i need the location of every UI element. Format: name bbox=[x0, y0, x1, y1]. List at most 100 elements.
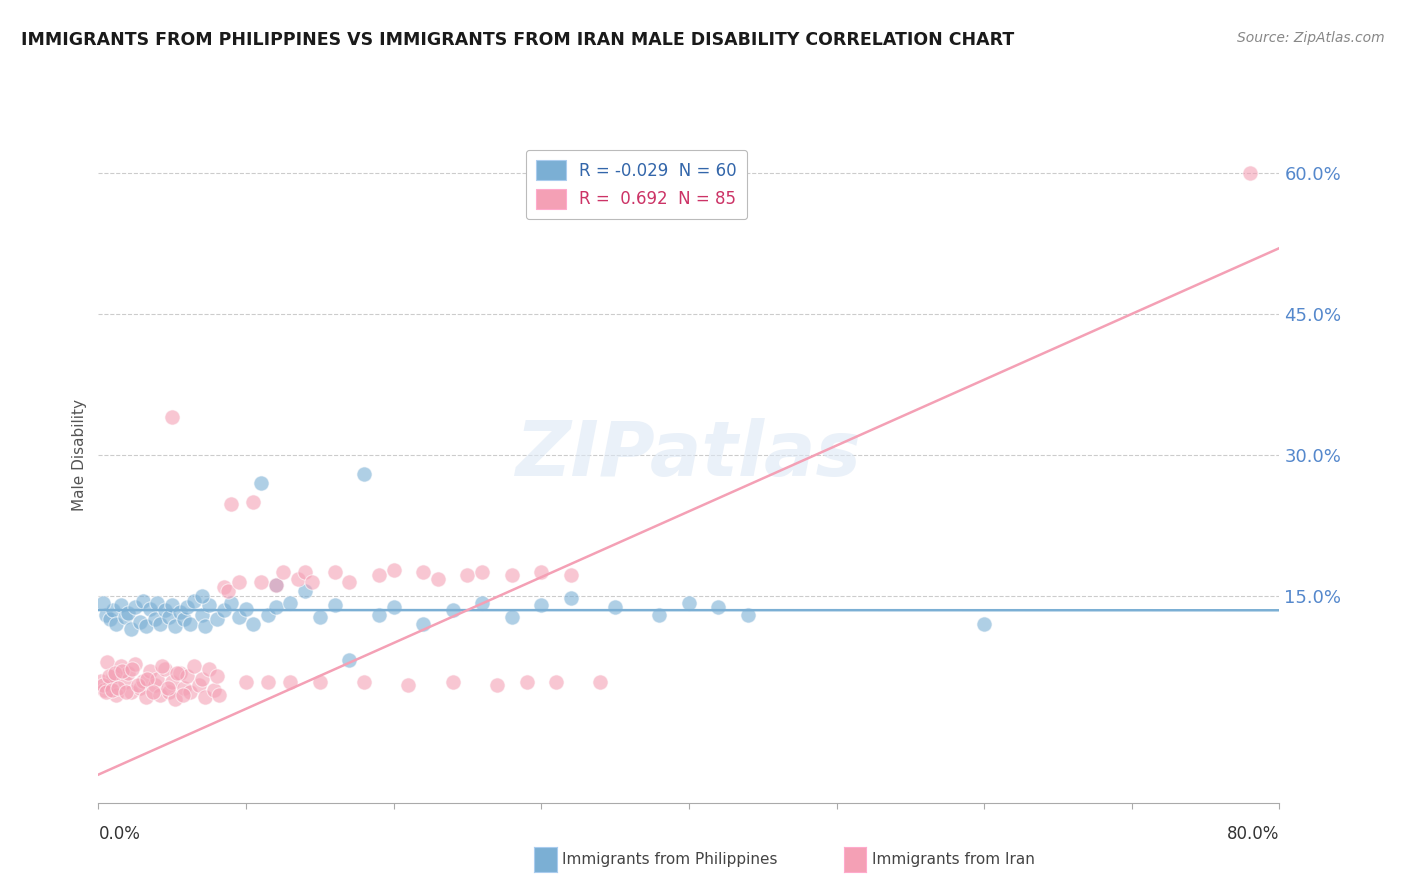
Point bbox=[96, 655, 118, 669]
Point bbox=[142, 685, 165, 699]
Point bbox=[194, 619, 217, 633]
Point bbox=[353, 467, 375, 481]
Point bbox=[187, 678, 209, 692]
Point bbox=[115, 685, 138, 699]
Point bbox=[309, 675, 332, 690]
Point bbox=[98, 678, 121, 692]
Point bbox=[605, 600, 627, 615]
Point bbox=[179, 617, 201, 632]
Point bbox=[117, 666, 139, 681]
Text: 0.0%: 0.0% bbox=[98, 825, 141, 843]
Point bbox=[103, 603, 125, 617]
Point bbox=[242, 617, 264, 632]
Point bbox=[515, 675, 537, 690]
Point bbox=[110, 599, 132, 613]
Legend: R = -0.029  N = 60, R =  0.692  N = 85: R = -0.029 N = 60, R = 0.692 N = 85 bbox=[526, 150, 747, 219]
Point bbox=[486, 678, 509, 692]
Point bbox=[368, 568, 391, 582]
Point bbox=[427, 572, 450, 586]
Point bbox=[146, 597, 169, 611]
Point bbox=[124, 600, 146, 615]
Point bbox=[169, 605, 191, 619]
Point bbox=[172, 688, 194, 702]
Point bbox=[250, 476, 273, 491]
Point bbox=[121, 662, 143, 676]
Point bbox=[382, 600, 405, 615]
Point bbox=[94, 685, 117, 699]
Point bbox=[166, 666, 188, 681]
Point bbox=[257, 675, 280, 690]
Point bbox=[368, 607, 391, 622]
Point bbox=[90, 673, 112, 688]
Point bbox=[162, 599, 183, 613]
Point bbox=[412, 617, 434, 632]
Point bbox=[294, 566, 316, 580]
Point bbox=[136, 672, 159, 686]
Point bbox=[150, 659, 173, 673]
Point bbox=[135, 619, 157, 633]
Point bbox=[162, 410, 183, 425]
Point bbox=[560, 568, 582, 582]
Point bbox=[110, 659, 132, 673]
Text: Immigrants from Philippines: Immigrants from Philippines bbox=[562, 853, 778, 867]
Point bbox=[176, 600, 198, 615]
Point bbox=[264, 600, 287, 615]
Point bbox=[162, 675, 183, 690]
Point bbox=[173, 681, 195, 695]
Point bbox=[149, 688, 172, 702]
Point bbox=[97, 669, 120, 683]
Point bbox=[235, 675, 257, 690]
Point bbox=[456, 568, 478, 582]
Point bbox=[242, 495, 264, 509]
Point bbox=[707, 600, 730, 615]
Point bbox=[339, 574, 360, 589]
Point bbox=[100, 683, 122, 698]
Point bbox=[323, 599, 346, 613]
Point bbox=[146, 672, 169, 686]
Point bbox=[157, 609, 180, 624]
Point bbox=[94, 607, 117, 622]
Point bbox=[235, 602, 257, 616]
Point bbox=[103, 669, 125, 683]
Point bbox=[191, 607, 214, 622]
Point bbox=[294, 584, 316, 599]
Point bbox=[228, 609, 250, 624]
Point bbox=[143, 612, 166, 626]
Point bbox=[264, 577, 287, 591]
Point bbox=[105, 688, 128, 702]
Point bbox=[441, 675, 464, 690]
Point bbox=[589, 675, 612, 690]
Text: ZIPatlas: ZIPatlas bbox=[516, 418, 862, 491]
Point bbox=[124, 657, 146, 671]
Point bbox=[128, 615, 150, 630]
Point bbox=[205, 669, 228, 683]
Point bbox=[127, 678, 149, 692]
Point bbox=[111, 664, 134, 678]
Point bbox=[183, 659, 205, 673]
Point bbox=[1239, 166, 1261, 180]
Point bbox=[212, 603, 235, 617]
Point bbox=[173, 611, 195, 625]
Point bbox=[250, 574, 273, 589]
Point bbox=[143, 678, 166, 692]
Point bbox=[120, 622, 142, 636]
Point bbox=[179, 685, 201, 699]
Point bbox=[169, 666, 191, 681]
Point bbox=[202, 683, 225, 698]
Point bbox=[120, 685, 142, 699]
Point bbox=[219, 497, 242, 511]
Point bbox=[212, 580, 235, 594]
Point bbox=[271, 566, 294, 580]
Point bbox=[191, 672, 214, 686]
Point bbox=[278, 597, 302, 611]
Point bbox=[217, 584, 239, 599]
Text: Source: ZipAtlas.com: Source: ZipAtlas.com bbox=[1237, 31, 1385, 45]
Point bbox=[471, 566, 494, 580]
Text: 80.0%: 80.0% bbox=[1227, 825, 1279, 843]
Point bbox=[183, 593, 205, 607]
Point bbox=[678, 597, 700, 611]
Point bbox=[107, 681, 129, 695]
Point bbox=[278, 675, 302, 690]
Text: Immigrants from Iran: Immigrants from Iran bbox=[872, 853, 1035, 867]
Point bbox=[208, 688, 231, 702]
